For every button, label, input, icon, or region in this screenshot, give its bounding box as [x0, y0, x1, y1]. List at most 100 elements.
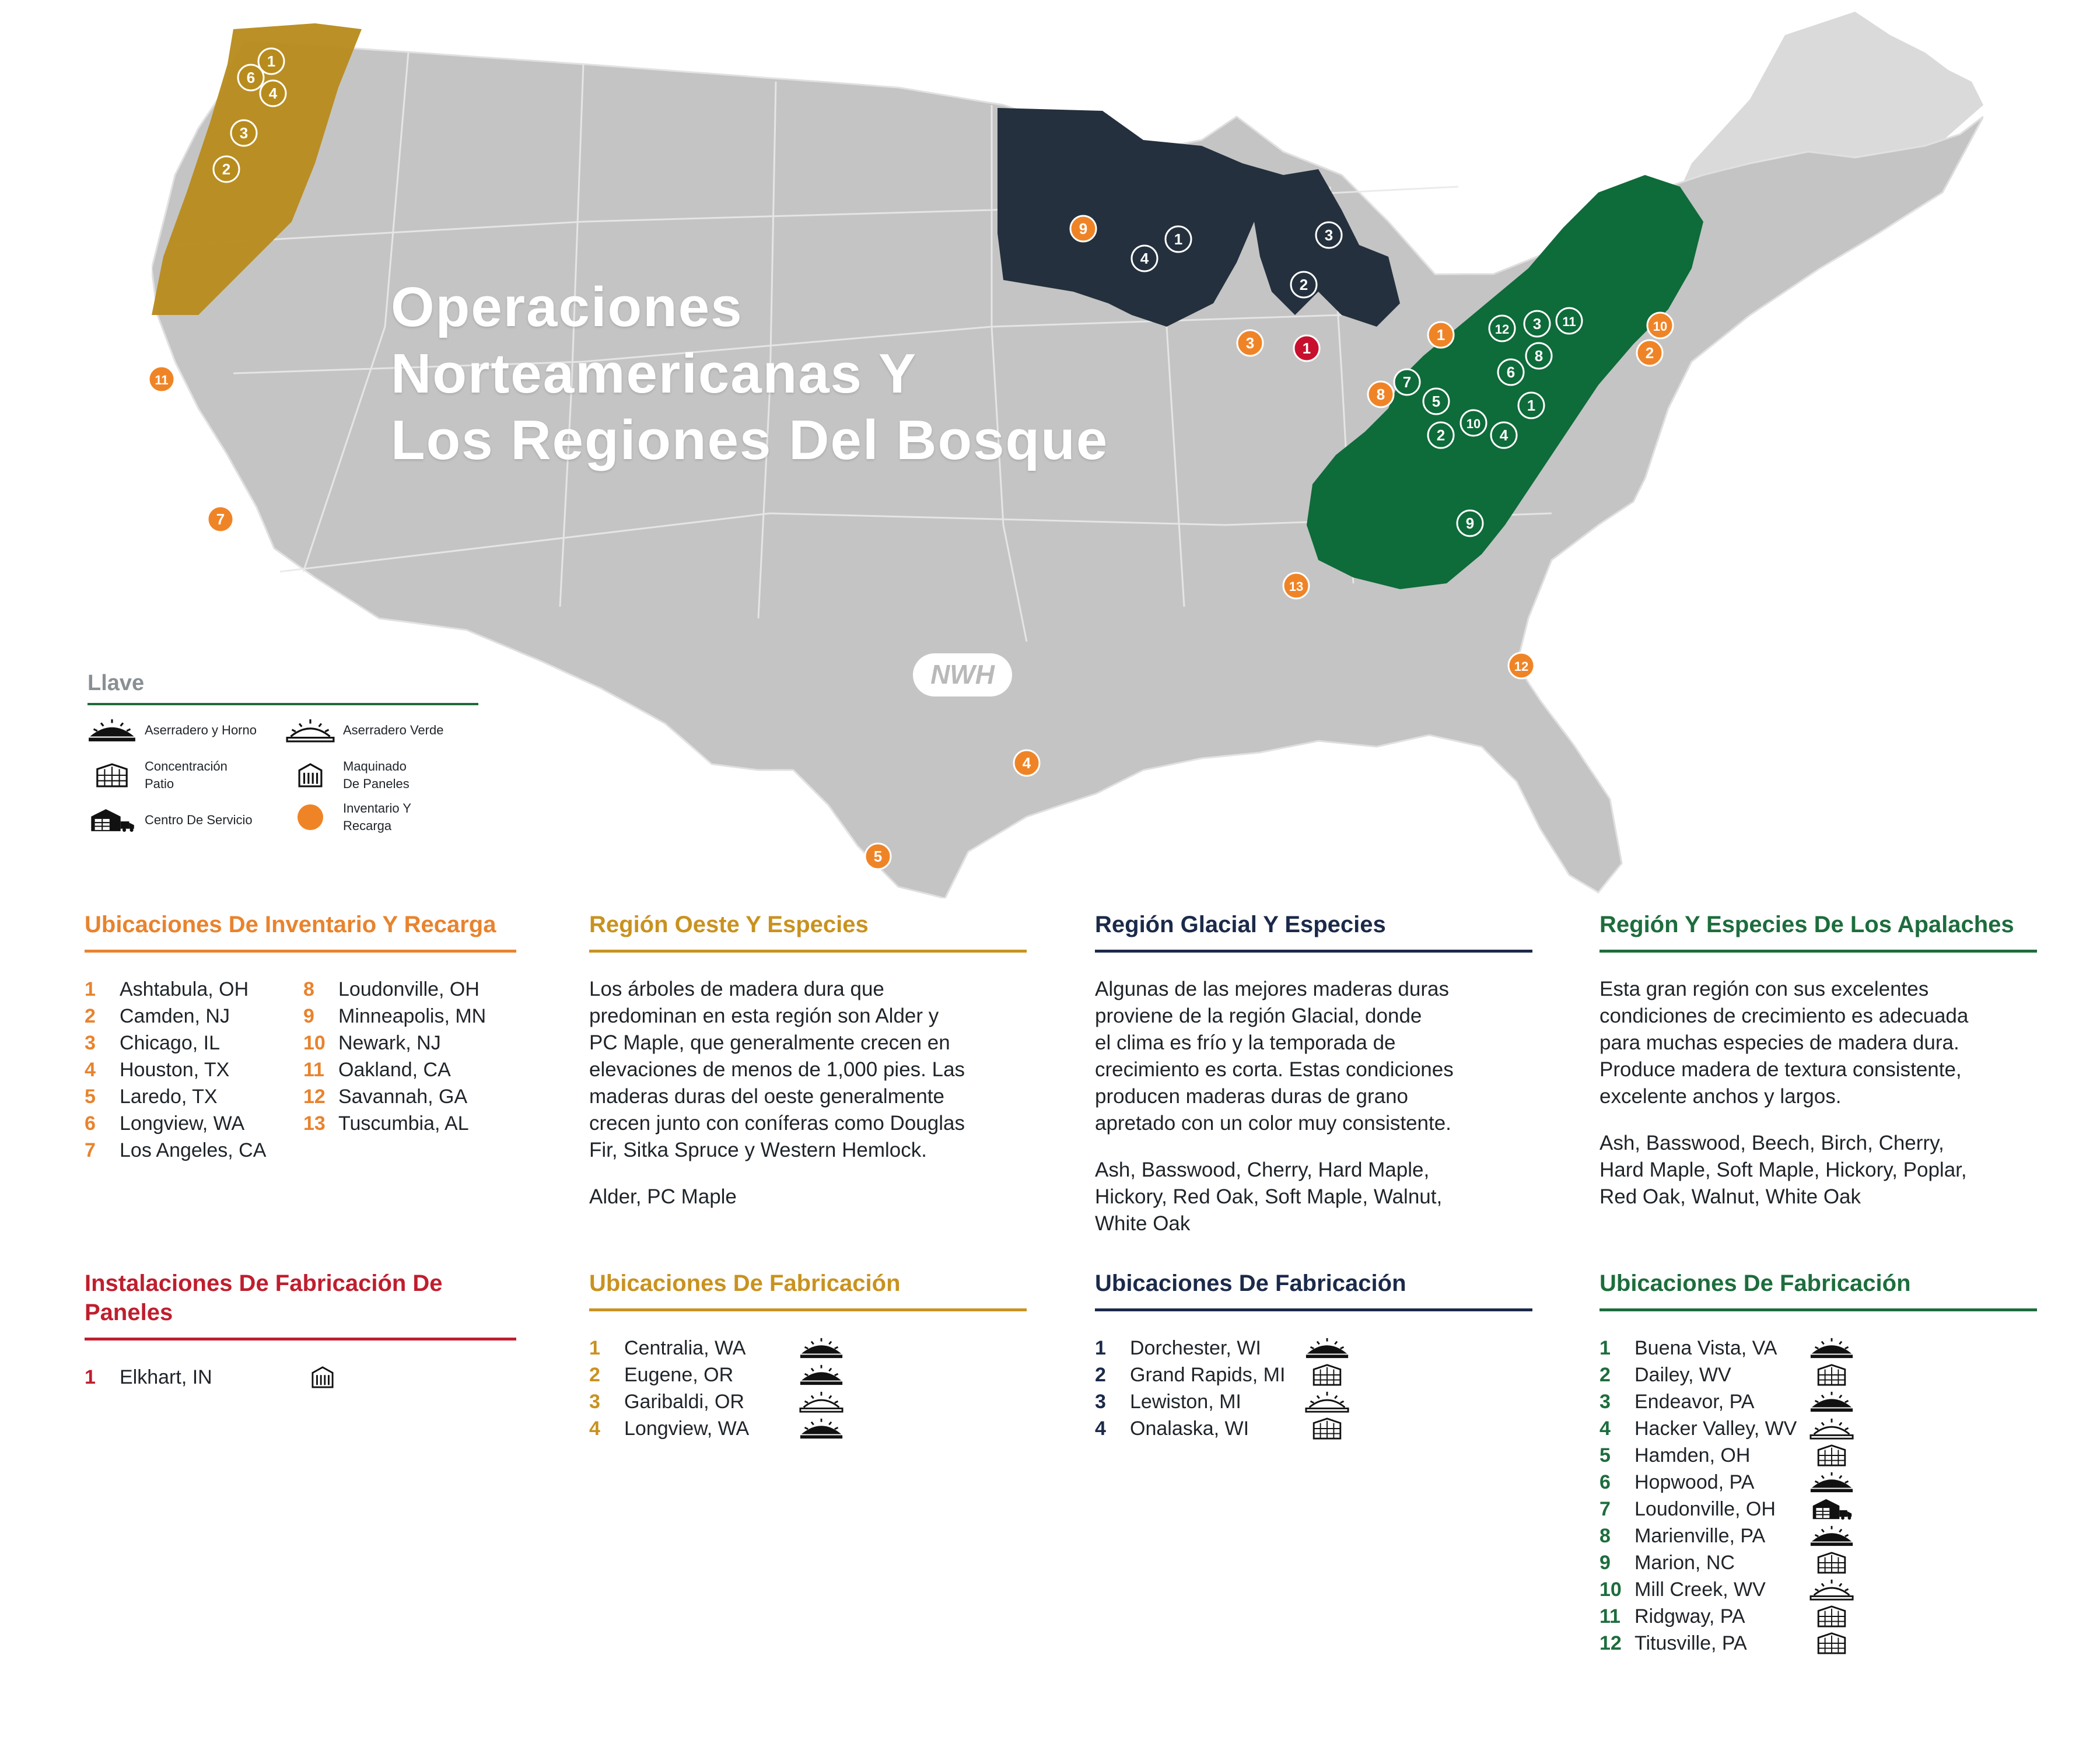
appalachian-marker-circle: [1456, 509, 1484, 537]
location-row: 11 Oakland, CA: [303, 1056, 522, 1083]
inventory-marker-circle: [1507, 652, 1535, 680]
inventory-marker-label: 1: [1437, 326, 1445, 344]
location-name: Ashtabula, OH: [120, 978, 249, 1000]
appalachian-marker-label: 8: [1535, 347, 1543, 365]
appalachian-marker: 8: [1525, 342, 1553, 370]
inventory-marker: 12: [1507, 652, 1535, 680]
glacial-marker-circle: [1290, 271, 1318, 299]
location-number: 4: [1095, 1418, 1106, 1440]
appalachian-marker-label: 10: [1466, 416, 1480, 431]
map-title-line-2: Norteamericanas Y: [391, 342, 918, 405]
location-row: 2 Dailey, WV: [1600, 1362, 2037, 1388]
sawmill-kiln-icon: [88, 716, 136, 745]
west-marker: 1: [257, 47, 285, 75]
inventory-marker-label: 7: [216, 510, 225, 528]
west-marker: 3: [230, 119, 258, 147]
legend-sawmill-kiln: Aserradero y Horno: [88, 716, 257, 745]
location-row: 2 Eugene, OR: [589, 1362, 1027, 1388]
appalachian-marker: 12: [1488, 314, 1516, 342]
inventory-column: Ubicaciones De Inventario Y Recarga 1 Ash…: [85, 910, 522, 1164]
appalachian-marker: 1: [1517, 391, 1545, 419]
location-name: Savannah, GA: [338, 1086, 468, 1108]
location-number: 2: [589, 1364, 600, 1386]
west-marker-circle: [230, 119, 258, 147]
panel-marker: 1: [1293, 334, 1321, 362]
inventory-marker: 10: [1646, 312, 1674, 340]
legend-green-sawmill-label: Aserradero Verde: [343, 723, 444, 737]
appalachian-marker-label: 9: [1466, 514, 1474, 532]
appalachian-marker-circle: [1460, 409, 1488, 437]
location-number: 10: [303, 1032, 326, 1054]
location-name: Chicago, IL: [120, 1032, 220, 1054]
inventory-marker: 5: [864, 842, 892, 870]
glacial-mfg-column: Ubicaciones De Fabricación 1 Dorchester, …: [1095, 1269, 1532, 1442]
appalachian-marker-label: 2: [1437, 426, 1445, 444]
green-sawmill-icon: [1810, 1578, 1854, 1601]
appalachian-marker-label: 12: [1495, 322, 1509, 337]
location-number: 4: [1600, 1418, 1611, 1440]
service-center-icon: [1810, 1498, 1854, 1520]
inventory-marker-circle: [148, 365, 176, 393]
glacial-marker-label: 4: [1140, 250, 1149, 267]
location-number: 9: [1600, 1552, 1611, 1574]
legend-service-center: Centro De Servicio: [88, 806, 253, 835]
glacial-mfg-title: Ubicaciones De Fabricación: [1095, 1269, 1532, 1311]
location-number: 8: [303, 978, 314, 1000]
location-name: Loudonville, OH: [1634, 1498, 1776, 1520]
appalachian-marker-circle: [1517, 391, 1545, 419]
inventory-marker: 11: [148, 365, 176, 393]
appalachian-marker: 6: [1497, 358, 1525, 386]
sawmill-kiln-icon: [1305, 1337, 1349, 1359]
appalachian-marker-label: 4: [1500, 426, 1508, 444]
glacial-marker-label: 2: [1300, 276, 1308, 293]
legend-panel-machining: Maquinado De Paneles: [286, 758, 410, 793]
legend-panel-label-2: De Paneles: [343, 776, 410, 791]
appalachian-marker-circle: [1525, 342, 1553, 370]
location-name: Houston, TX: [120, 1059, 230, 1081]
glacial-marker-label: 1: [1174, 230, 1182, 248]
location-row: 4 Hacker Valley, WV: [1600, 1415, 2037, 1442]
legend-rule: [88, 703, 478, 705]
west-marker: 6: [237, 64, 265, 92]
inventory-marker-label: 3: [1246, 334, 1254, 352]
location-row: 8 Loudonville, OH: [303, 976, 522, 1003]
location-name: Eugene, OR: [624, 1364, 734, 1386]
location-number: 5: [1600, 1444, 1611, 1466]
location-number: 8: [1600, 1525, 1611, 1547]
location-name: Hacker Valley, WV: [1634, 1418, 1797, 1440]
location-name: Marienville, PA: [1634, 1525, 1766, 1547]
location-row: 6 Hopwood, PA: [1600, 1469, 2037, 1496]
nwh-logo: NWH: [913, 653, 1012, 696]
inventory-marker-circle: [1282, 572, 1310, 600]
concentration-yard-icon: [1810, 1364, 1854, 1386]
location-name: Tuscumbia, AL: [338, 1112, 469, 1135]
location-row: 12 Savannah, GA: [303, 1083, 522, 1110]
location-number: 7: [85, 1139, 96, 1161]
location-row: 7 Loudonville, OH: [1600, 1496, 2037, 1522]
west-marker-circle: [259, 79, 287, 107]
location-row: 1 Elkhart, IN: [85, 1364, 522, 1391]
location-row: 9 Minneapolis, MN: [303, 1003, 522, 1030]
concentration-yard-icon: [1305, 1364, 1349, 1386]
location-name: Minneapolis, MN: [338, 1005, 487, 1027]
appalachian-marker-label: 3: [1533, 315, 1541, 332]
concentration-yard-icon: [1810, 1552, 1854, 1574]
sawmill-kiln-icon: [1810, 1471, 1854, 1493]
inventory-lists: 1 Ashtabula, OH 2 Camden, NJ 3 Chicago, IL 4 Ho…: [85, 976, 522, 1164]
location-name: Hopwood, PA: [1634, 1471, 1755, 1493]
legend-title: Llave: [88, 671, 145, 695]
location-name: Dailey, WV: [1634, 1364, 1731, 1386]
location-name: Marion, NC: [1634, 1552, 1735, 1574]
appalachian-marker-circle: [1523, 310, 1551, 338]
legend-sawmill-kiln-label: Aserradero y Horno: [145, 723, 257, 737]
location-row: 1 Buena Vista, VA: [1600, 1335, 2037, 1362]
location-row: 10 Mill Creek, WV: [1600, 1576, 2037, 1603]
panel-machining-icon: [300, 1366, 345, 1388]
appalachian-marker: 5: [1422, 387, 1450, 415]
appalachian-marker-circle: [1490, 421, 1518, 449]
location-name: Grand Rapids, MI: [1130, 1364, 1286, 1386]
inventory-marker: 9: [1069, 215, 1097, 243]
location-number: 3: [1095, 1391, 1106, 1413]
glacial-marker-circle: [1315, 221, 1343, 249]
location-row: 2 Grand Rapids, MI: [1095, 1362, 1532, 1388]
